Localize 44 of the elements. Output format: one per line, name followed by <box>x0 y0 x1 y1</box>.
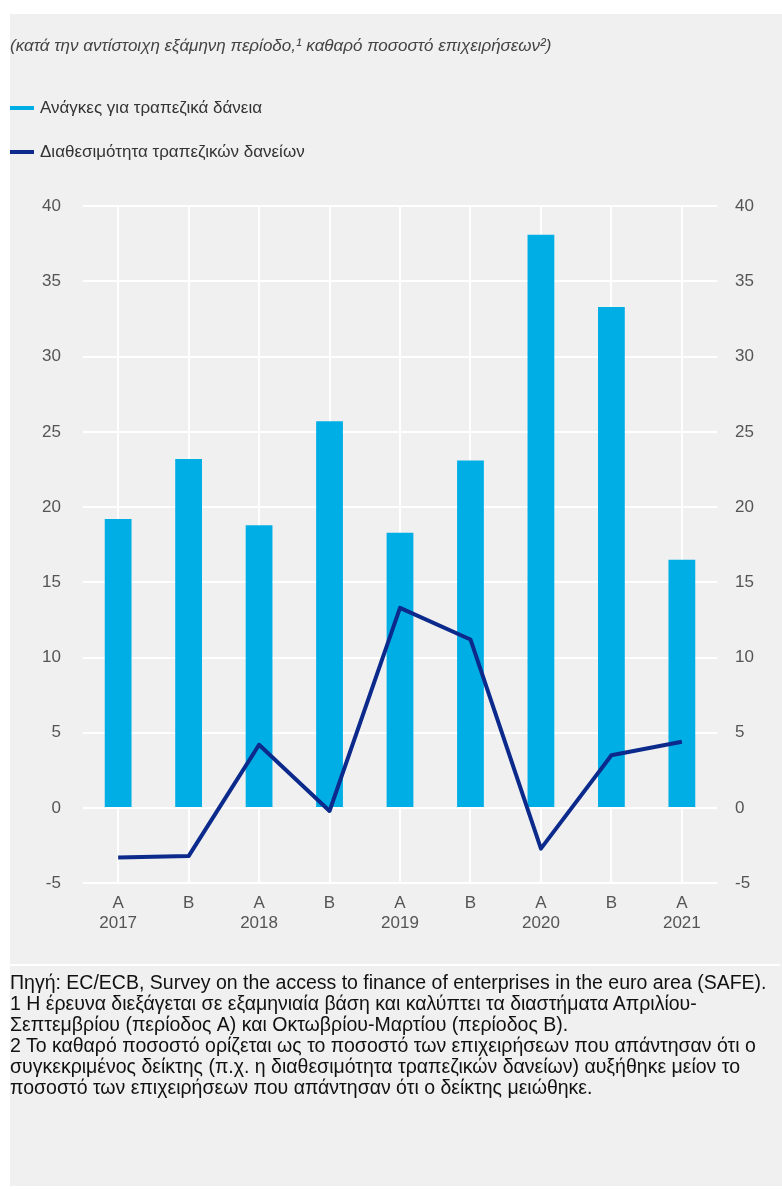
x-tick-label: B <box>605 893 618 913</box>
y-tick-label: 5 <box>51 722 61 742</box>
bar <box>316 421 343 807</box>
text: 2 Το καθαρό ποσοστό ορίζεται ως το ποσοστό των επιχειρήσεων που απάντησαν ότι ο συγκεκριμένος δείκτης (π.χ. η διαθεσιμότητα τραπεζικών δανείων) αυξήθηκε μείον το ποσοστό των επιχειρήσεων που απάντησαν ότι ο δείκτης μειώθηκε. <box>10 1034 757 1098</box>
bar <box>175 458 202 807</box>
bar <box>245 525 273 807</box>
x-tick-label: A 2017 <box>99 893 138 933</box>
y2-tick-label: -5 <box>735 872 751 892</box>
y2-tick-label: 40 <box>735 195 755 215</box>
bar <box>598 307 625 807</box>
y-tick-label: 0 <box>51 797 61 817</box>
x-tick-label: A 2020 <box>522 893 560 933</box>
chart-title: (κατά την αντίστοιχη εξάμηνη περίοδο,¹ καθαρό ποσοστό επιχειρήσεων²) <box>10 36 553 56</box>
x-tick-label: A 2018 <box>240 893 278 933</box>
y-tick-label: 10 <box>41 647 61 667</box>
x-tick-label: B <box>182 893 195 913</box>
y2-tick-label: 25 <box>735 421 755 441</box>
legend-label: Διαθεσιμότητα τραπεζικών δανείων <box>40 142 305 162</box>
y-tick-label: 40 <box>41 195 61 215</box>
y-tick-label: 25 <box>41 421 61 441</box>
bar <box>668 559 696 807</box>
y2-tick-label: 5 <box>735 722 745 742</box>
y-tick-label: 30 <box>41 346 61 366</box>
y2-tick-label: 10 <box>735 647 755 667</box>
y2-tick-label: 35 <box>735 271 755 291</box>
y2-tick-label: 15 <box>735 572 755 591</box>
bar <box>527 234 555 807</box>
y2-tick-label: 0 <box>735 797 745 817</box>
y-tick-label: 35 <box>41 271 61 291</box>
x-tick-label: B <box>464 893 477 913</box>
bar <box>104 519 132 807</box>
y2-tick-label: 30 <box>735 346 755 366</box>
y-tick-label: 20 <box>41 496 61 516</box>
y-tick-label: -5 <box>45 872 61 892</box>
x-tick-label: B <box>323 893 336 913</box>
y-tick-label: 15 <box>41 572 61 591</box>
y2-tick-label: 20 <box>735 496 755 516</box>
text: Πηγή: EC/ECB, Survey on the access to finance of enterprises in the euro area (SAFE). <box>10 971 768 993</box>
x-tick-label: A 2019 <box>381 893 419 933</box>
x-tick-label: A 2021 <box>662 893 701 933</box>
text: 1 Η έρευνα διεξάγεται σε εξαμηνιαία βάση και καλύπτει τα διαστήματα Απριλίου-Σεπτεμβρίου (περίοδος A) και Οκτωβρίου-Μαρτίου (περίοδος B). <box>10 992 697 1035</box>
legend-label: Ανάγκες για τραπεζικά δάνεια <box>40 98 262 118</box>
bar <box>386 532 414 807</box>
bar <box>457 460 484 807</box>
